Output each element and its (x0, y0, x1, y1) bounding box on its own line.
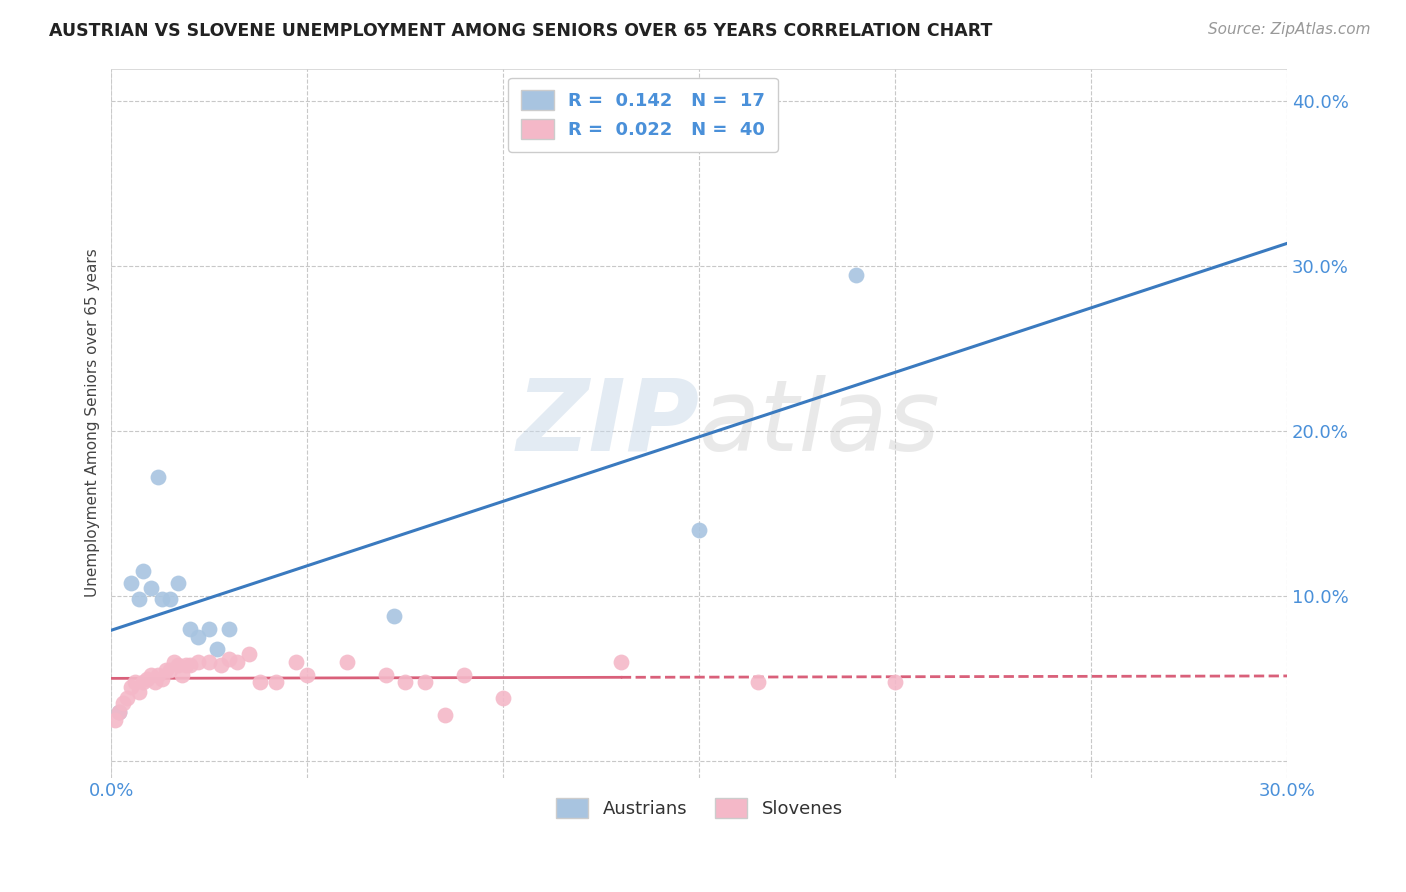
Point (335, 655, 357, 669)
Point (187, 631, 209, 645)
Point (187, 655, 209, 669)
Point (297, 668, 319, 682)
Point (374, 668, 396, 682)
Point (433, 707, 456, 722)
Point (115, 691, 138, 706)
Text: ZIP: ZIP (516, 375, 699, 472)
Point (238, 647, 260, 661)
Point (218, 652, 240, 666)
Point (108, 705, 131, 719)
Point (139, 668, 162, 682)
Point (845, 268, 868, 282)
Point (148, 668, 170, 682)
Text: atlas: atlas (699, 375, 941, 472)
Point (225, 655, 247, 669)
Point (112, 697, 135, 711)
Point (198, 655, 221, 669)
Point (124, 674, 146, 689)
Point (167, 658, 190, 673)
Point (143, 674, 166, 689)
Point (159, 664, 181, 678)
Point (179, 622, 201, 636)
Point (382, 609, 405, 624)
Point (394, 674, 416, 689)
Point (198, 622, 221, 636)
Point (120, 576, 142, 591)
Point (264, 674, 287, 689)
Point (132, 674, 155, 689)
Point (104, 713, 127, 727)
Point (155, 664, 177, 678)
Point (120, 680, 142, 694)
Point (747, 674, 769, 689)
Point (209, 658, 232, 673)
Point (218, 622, 240, 636)
Point (610, 655, 633, 669)
Point (150, 672, 173, 686)
Point (492, 691, 515, 706)
Text: AUSTRIAN VS SLOVENE UNEMPLOYMENT AMONG SENIORS OVER 65 YEARS CORRELATION CHART: AUSTRIAN VS SLOVENE UNEMPLOYMENT AMONG S… (49, 22, 993, 40)
Point (159, 592, 181, 607)
Point (284, 655, 307, 669)
Point (148, 470, 170, 484)
Point (139, 581, 162, 595)
Point (108, 705, 131, 719)
Y-axis label: Unemployment Among Seniors over 65 years: Unemployment Among Seniors over 65 years (86, 249, 100, 598)
Text: Source: ZipAtlas.com: Source: ZipAtlas.com (1208, 22, 1371, 37)
Point (205, 642, 228, 657)
Point (453, 668, 475, 682)
Point (132, 565, 155, 579)
Point (413, 674, 436, 689)
Legend: Austrians, Slovenes: Austrians, Slovenes (548, 791, 849, 825)
Point (170, 668, 193, 682)
Point (174, 658, 197, 673)
Point (128, 685, 150, 699)
Point (163, 655, 186, 669)
Point (249, 674, 271, 689)
Point (167, 576, 190, 591)
Point (150, 592, 173, 607)
Point (688, 523, 710, 537)
Point (128, 592, 150, 607)
Point (135, 672, 157, 686)
Point (884, 674, 907, 689)
Point (179, 658, 201, 673)
